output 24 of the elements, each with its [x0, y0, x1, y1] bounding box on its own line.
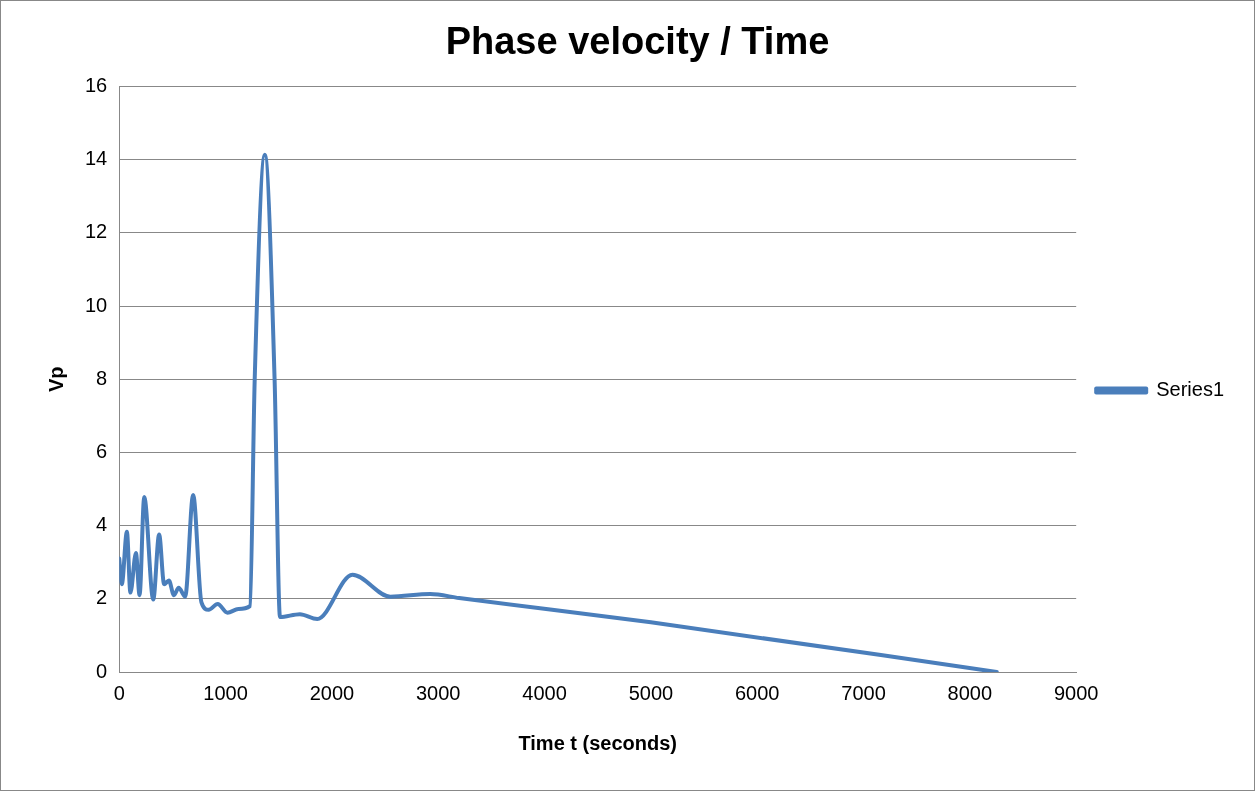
- x-tick-label: 6000: [734, 681, 780, 704]
- x-tick-label: 3000: [415, 681, 461, 704]
- y-tick-label: 4: [96, 513, 108, 536]
- x-tick-label: 2000: [309, 681, 355, 704]
- chart-title: Phase velocity / Time: [445, 20, 830, 63]
- legend-label: Series1: [1156, 378, 1224, 401]
- y-tick-label: 12: [85, 220, 108, 243]
- line-series: [119, 152, 999, 672]
- x-tick-label: 7000: [841, 681, 886, 704]
- y-tick-label: 6: [96, 439, 108, 462]
- y-tick-label: 10: [85, 293, 108, 316]
- x-tick-label: 1000: [203, 681, 248, 704]
- y-tick-label: 0: [96, 659, 108, 682]
- x-tick-label: 5000: [628, 681, 674, 704]
- y-tick-label: 14: [85, 147, 108, 170]
- y-tick-label: 16: [85, 74, 108, 97]
- x-tick-label: 9000: [1053, 681, 1099, 704]
- y-tick-label: 8: [96, 366, 108, 389]
- x-axis-title: Time t (seconds): [518, 731, 677, 754]
- x-tick-label: 8000: [947, 681, 993, 704]
- y-tick-label: 2: [96, 586, 108, 609]
- x-tick-label: 4000: [522, 681, 567, 704]
- x-tick-label: 0: [113, 681, 125, 704]
- y-axis-title: Vp: [44, 366, 67, 393]
